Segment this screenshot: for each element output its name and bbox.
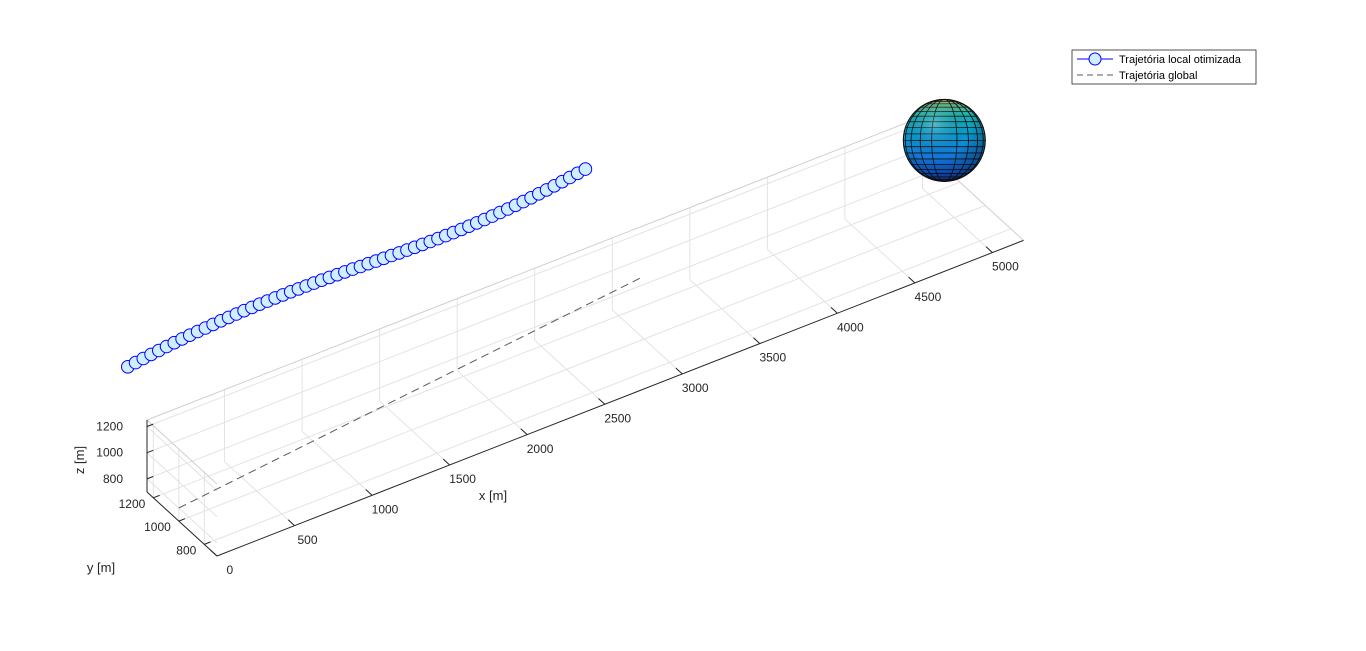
x-tick-mark (675, 367, 683, 375)
grid-line-x-floor (922, 188, 993, 253)
axes-back-edge (146, 103, 954, 421)
x-axis-line (216, 239, 1024, 557)
grid-line-y-floor (178, 205, 986, 522)
legend-box (1071, 49, 1257, 85)
axis-ticks: 0 500 1000 1500 2000 2500 3000 3500 4000 4500 5000… (96, 246, 1019, 577)
y-tick-label: 800 (176, 543, 196, 557)
y-tick-label: 1200 (119, 497, 146, 511)
legend[interactable]: Trajetória local otimizada Trajetória gl… (1071, 49, 1257, 85)
y-tick-mark (178, 518, 186, 522)
grid-lines (146, 103, 1024, 557)
grid-line-y-floor (153, 181, 961, 499)
z-tick-label: 1000 (96, 446, 123, 460)
grid-line-x-floor (379, 400, 450, 466)
x-tick-label: 1000 (372, 503, 399, 517)
grid-line-x-floor (224, 461, 295, 527)
x-tick-label: 2500 (604, 411, 631, 425)
grid-line-x-floor (689, 279, 761, 344)
grid-line-x-floor (611, 309, 683, 375)
grid-line-x-floor (844, 218, 916, 284)
y-axis-line (146, 491, 218, 557)
z-tick-label: 1200 (96, 420, 123, 434)
y-tick-mark (204, 541, 211, 545)
grid-line-z-back (146, 162, 954, 480)
x-tick-label: 1500 (449, 472, 476, 486)
x-tick-mark (287, 519, 295, 527)
x-tick-label: 4000 (837, 320, 864, 334)
x-tick-mark (442, 458, 450, 466)
x-tick-label: 3000 (682, 381, 709, 395)
global-trajectory-line (178, 275, 645, 509)
x-tick-label: 3500 (759, 351, 786, 365)
grid-line-z-back (146, 136, 954, 454)
x-tick-mark (365, 489, 373, 496)
legend-label-global: Trajetória global (1119, 70, 1197, 82)
z-axis-label: z [m] (72, 446, 87, 474)
grid-line-z-side (146, 426, 218, 491)
x-tick-mark (210, 549, 218, 557)
plot-series (121, 162, 645, 509)
optimized-trajectory-point (578, 162, 593, 176)
z-tick-mark (146, 449, 154, 454)
grid-line-z-side (146, 478, 218, 544)
axes-back-edge (953, 176, 1024, 241)
grid-line-z-back (146, 110, 954, 427)
x-tick-label: 2000 (527, 442, 554, 456)
sphere-shading (902, 98, 986, 182)
grid-line-x-floor (534, 339, 606, 405)
y-tick-label: 1000 (144, 520, 171, 534)
x-tick-label: 0 (227, 563, 234, 577)
grid-line-x-floor (301, 430, 373, 496)
legend-marker-optimized (1088, 52, 1102, 66)
legend-label-optimized: Trajetória local otimizada (1119, 54, 1242, 66)
grid-line-x-floor (767, 248, 838, 314)
z-tick-mark (146, 423, 154, 427)
obstacle-sphere (902, 98, 986, 182)
grid-line-z-side (146, 452, 218, 518)
z-tick-mark (146, 476, 154, 480)
y-axis-label: y [m] (87, 560, 115, 575)
grid-line-y-floor (204, 228, 1011, 545)
x-tick-label: 500 (297, 533, 317, 547)
x-tick-mark (985, 246, 993, 253)
x-tick-mark (830, 307, 838, 314)
x-tick-label: 5000 (992, 260, 1019, 274)
axes-box (146, 239, 1024, 557)
y-tick-mark (153, 494, 160, 499)
axes-back-edge (146, 419, 218, 485)
grid-line-x-floor (456, 370, 528, 435)
z-tick-label: 800 (103, 472, 123, 486)
x-tick-label: 4500 (915, 290, 942, 304)
x-tick-mark (753, 337, 761, 344)
x-tick-mark (908, 276, 916, 284)
x-axis-label: x [m] (479, 488, 507, 503)
axis-labels: x [m] y [m] z [m] (72, 446, 507, 575)
x-tick-mark (520, 428, 528, 435)
x-tick-mark (598, 398, 606, 405)
